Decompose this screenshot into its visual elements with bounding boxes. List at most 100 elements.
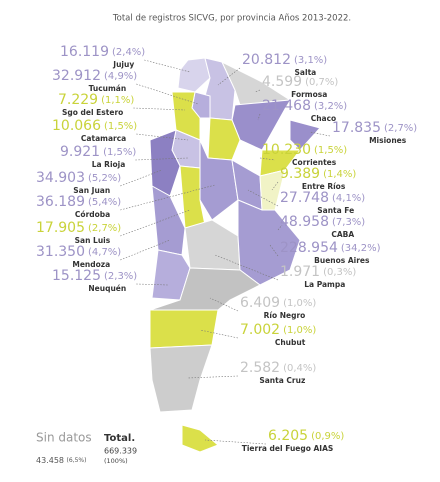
province-name: Jujuy bbox=[112, 60, 134, 69]
province-value: 7.002 (1,0%) bbox=[240, 322, 316, 338]
province-count: 10.066 bbox=[52, 118, 101, 134]
leader-line bbox=[277, 224, 283, 231]
province-name: Tucumán bbox=[89, 84, 127, 93]
province-count: 7.229 bbox=[58, 92, 98, 108]
province-name: CABA bbox=[331, 230, 354, 239]
province-count: 15.125 bbox=[52, 268, 101, 284]
leader-line bbox=[254, 89, 261, 93]
leader-line bbox=[247, 189, 279, 207]
leader-line bbox=[144, 59, 191, 73]
province-label: 32.912 (4,9%)Tucumán bbox=[52, 68, 199, 105]
no-data-label: Sin datos bbox=[36, 431, 92, 445]
province-count: 32.912 bbox=[52, 68, 101, 84]
province-name: Buenos Aires bbox=[314, 256, 370, 265]
province-value: 10.066 (1,5%) bbox=[52, 118, 137, 134]
province-share: (4,7%) bbox=[88, 247, 121, 258]
province-count: 9.921 bbox=[60, 144, 100, 160]
province-value: 228.954 (34,2%) bbox=[280, 240, 381, 256]
no-data-share: (6,5%) bbox=[67, 457, 87, 464]
province-name: Chubut bbox=[275, 338, 306, 347]
province-count: 4.599 bbox=[262, 74, 302, 90]
province-name: Corrientes bbox=[292, 158, 337, 167]
province-share: (1,5%) bbox=[104, 121, 137, 132]
map bbox=[149, 57, 321, 453]
province-count: 1.971 bbox=[280, 264, 320, 280]
province-name: Entre Ríos bbox=[302, 182, 346, 191]
province-count: 27.748 bbox=[280, 190, 329, 206]
leader-line bbox=[136, 83, 199, 105]
province-share: (2,7%) bbox=[384, 123, 417, 134]
province-count: 9.389 bbox=[280, 166, 320, 182]
province-share: (0,9%) bbox=[311, 431, 344, 442]
province-count: 228.954 bbox=[280, 240, 338, 256]
province-share: (2,4%) bbox=[112, 47, 145, 58]
province-label: 9.389 (1,4%)Entre Ríos bbox=[271, 166, 356, 191]
leader-line bbox=[209, 297, 239, 312]
province-name: San Luis bbox=[75, 236, 111, 245]
province-share: (2,3%) bbox=[104, 271, 137, 282]
province-share: (4,1%) bbox=[332, 193, 365, 204]
leader-line bbox=[133, 107, 186, 111]
province-label: 15.125 (2,3%)Neuquén bbox=[52, 268, 169, 293]
leader-line bbox=[199, 329, 239, 339]
leader-line bbox=[259, 157, 276, 161]
province-name: Formosa bbox=[291, 90, 327, 99]
province-value: 34.903 (5,2%) bbox=[36, 170, 121, 186]
province-share: (34,2%) bbox=[341, 243, 381, 254]
province-count: 16.119 bbox=[60, 44, 109, 60]
province-label: 7.002 (1,0%)Chubut bbox=[199, 322, 316, 347]
province-count: 31.350 bbox=[36, 244, 85, 260]
province-label: 36.189 (5,4%)Córdoba bbox=[36, 184, 216, 219]
province-label: 6.409 (1,0%)Río Negro bbox=[209, 295, 316, 320]
province-count: 2.582 bbox=[240, 360, 280, 376]
province-name: La Pampa bbox=[304, 280, 345, 289]
province-label: 9.921 (1,5%)La Rioja bbox=[60, 144, 189, 169]
province-value: 31.350 (4,7%) bbox=[36, 244, 121, 260]
province-count: 17.905 bbox=[36, 220, 85, 236]
total-count: 669.339 bbox=[104, 447, 137, 456]
province-label: 21.468 (3,2%)Chaco bbox=[257, 98, 347, 123]
province-value: 32.912 (4,9%) bbox=[52, 68, 137, 84]
province-share: (3,1%) bbox=[294, 55, 327, 66]
province-value: 27.748 (4,1%) bbox=[280, 190, 365, 206]
province-value: 6.205 (0,9%) bbox=[268, 428, 344, 444]
no-data: Sin datos 43.458 (6,5%) Total. 669.339 (… bbox=[36, 431, 137, 466]
province-value: 2.582 (0,4%) bbox=[240, 360, 316, 376]
title: Total de registros SICVG, por provincia … bbox=[112, 14, 351, 24]
province-share: (7,3%) bbox=[332, 217, 365, 228]
province-name: Río Negro bbox=[264, 311, 306, 320]
total-label: Total. bbox=[104, 433, 135, 444]
leader-line bbox=[257, 113, 261, 121]
province-share: (1,0%) bbox=[283, 298, 316, 309]
province-label: 48.958 (7,3%)CABA bbox=[277, 214, 365, 239]
province-name: Tierra del Fuego AIAS bbox=[242, 444, 334, 453]
province-name: Córdoba bbox=[75, 210, 110, 219]
leader-line bbox=[269, 244, 279, 257]
province-value: 36.189 (5,4%) bbox=[36, 194, 121, 210]
province-value: 9.921 (1,5%) bbox=[60, 144, 136, 160]
province-value: 10.230 (1,5%) bbox=[262, 142, 347, 158]
province-value: 21.468 (3,2%) bbox=[262, 98, 347, 114]
province-count: 7.002 bbox=[240, 322, 280, 338]
province-name: San Juan bbox=[73, 186, 110, 195]
province-count: 20.812 bbox=[242, 52, 291, 68]
province-label: 34.903 (5,2%)San Juan bbox=[36, 169, 163, 195]
leader-line bbox=[187, 375, 239, 379]
total-share: (100%) bbox=[104, 457, 128, 465]
province-value: 20.812 (3,1%) bbox=[242, 52, 327, 68]
province-value: 17.835 (2,7%) bbox=[332, 120, 417, 136]
province-label: 1.971 (0,3%)La Pampa bbox=[214, 254, 356, 289]
no-data-value: 43.458 (6,5%) bbox=[36, 456, 86, 465]
province-label: 20.812 (3,1%)Salta bbox=[217, 52, 327, 86]
province-name: Salta bbox=[295, 68, 317, 77]
province-label: 6.205 (0,9%)Tierra del Fuego AIAS bbox=[204, 428, 344, 453]
leader-line bbox=[136, 133, 189, 141]
leader-line bbox=[120, 209, 191, 237]
province-value: 4.599 (0,7%) bbox=[262, 74, 338, 90]
province-share: (3,2%) bbox=[314, 101, 347, 112]
province-name: Santa Cruz bbox=[259, 376, 305, 385]
leader-line bbox=[120, 169, 163, 187]
province-count: 6.205 bbox=[268, 428, 308, 444]
leader-line bbox=[204, 439, 267, 445]
